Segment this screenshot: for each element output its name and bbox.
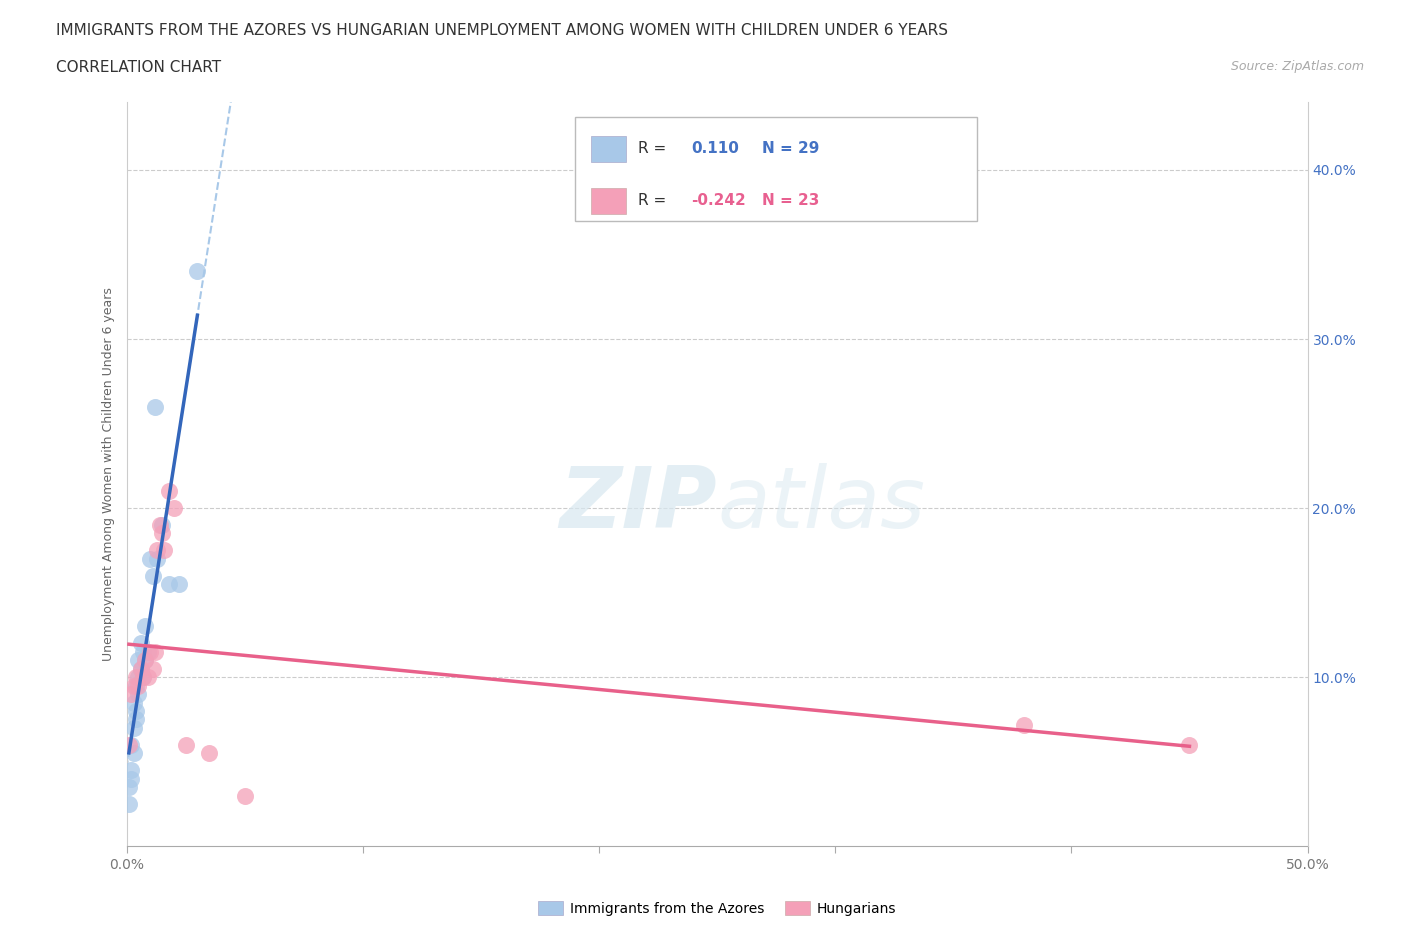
Point xyxy=(150,518,173,533)
Point xyxy=(127,653,149,668)
Point xyxy=(146,551,169,566)
Point xyxy=(136,644,159,659)
Point xyxy=(146,543,169,558)
Point xyxy=(122,695,145,710)
Point xyxy=(143,644,166,659)
Point xyxy=(118,779,141,794)
Legend: Immigrants from the Azores, Hungarians: Immigrants from the Azores, Hungarians xyxy=(533,896,901,922)
Point xyxy=(141,568,163,583)
Point xyxy=(125,712,148,727)
Point xyxy=(120,737,142,752)
Point xyxy=(163,500,186,515)
Text: CORRELATION CHART: CORRELATION CHART xyxy=(56,60,221,75)
Point xyxy=(198,746,221,761)
Point xyxy=(167,577,190,591)
Point xyxy=(174,737,197,752)
Text: N = 23: N = 23 xyxy=(762,193,820,208)
Point xyxy=(120,686,142,701)
Point xyxy=(122,746,145,761)
Point xyxy=(150,526,173,541)
Text: 0.110: 0.110 xyxy=(692,141,740,156)
Y-axis label: Unemployment Among Women with Children Under 6 years: Unemployment Among Women with Children U… xyxy=(103,287,115,661)
Point xyxy=(118,737,141,752)
Text: -0.242: -0.242 xyxy=(692,193,745,208)
Point xyxy=(157,484,180,498)
Text: R =: R = xyxy=(638,193,671,208)
Point xyxy=(153,543,176,558)
Point xyxy=(129,661,152,676)
Point xyxy=(157,577,180,591)
Point xyxy=(134,619,156,634)
Point xyxy=(1178,737,1201,752)
Point xyxy=(233,788,256,803)
Point xyxy=(186,264,208,279)
Point xyxy=(1012,717,1035,732)
Point xyxy=(127,670,149,684)
Point xyxy=(127,678,149,693)
Point xyxy=(141,661,163,676)
Point xyxy=(120,763,142,777)
Text: ZIP: ZIP xyxy=(560,462,717,546)
Point xyxy=(143,399,166,414)
Bar xyxy=(591,136,626,162)
Point xyxy=(120,771,142,786)
Point xyxy=(136,670,159,684)
Point xyxy=(149,518,172,533)
Text: R =: R = xyxy=(638,141,671,156)
Text: atlas: atlas xyxy=(717,462,925,546)
Text: IMMIGRANTS FROM THE AZORES VS HUNGARIAN UNEMPLOYMENT AMONG WOMEN WITH CHILDREN U: IMMIGRANTS FROM THE AZORES VS HUNGARIAN … xyxy=(56,23,948,38)
Point xyxy=(122,721,145,736)
Point xyxy=(118,797,141,812)
Point xyxy=(125,678,148,693)
Point xyxy=(132,670,155,684)
Point xyxy=(129,636,152,651)
Text: N = 29: N = 29 xyxy=(762,141,820,156)
Point xyxy=(125,704,148,719)
Point xyxy=(139,644,162,659)
Point xyxy=(139,551,162,566)
Point xyxy=(134,653,156,668)
Point xyxy=(127,686,149,701)
Text: Source: ZipAtlas.com: Source: ZipAtlas.com xyxy=(1230,60,1364,73)
Point xyxy=(134,653,156,668)
Point xyxy=(129,661,152,676)
Point xyxy=(122,678,145,693)
Point xyxy=(125,670,148,684)
Point xyxy=(132,644,155,659)
Point xyxy=(132,670,155,684)
Bar xyxy=(575,117,977,221)
Bar xyxy=(591,188,626,214)
